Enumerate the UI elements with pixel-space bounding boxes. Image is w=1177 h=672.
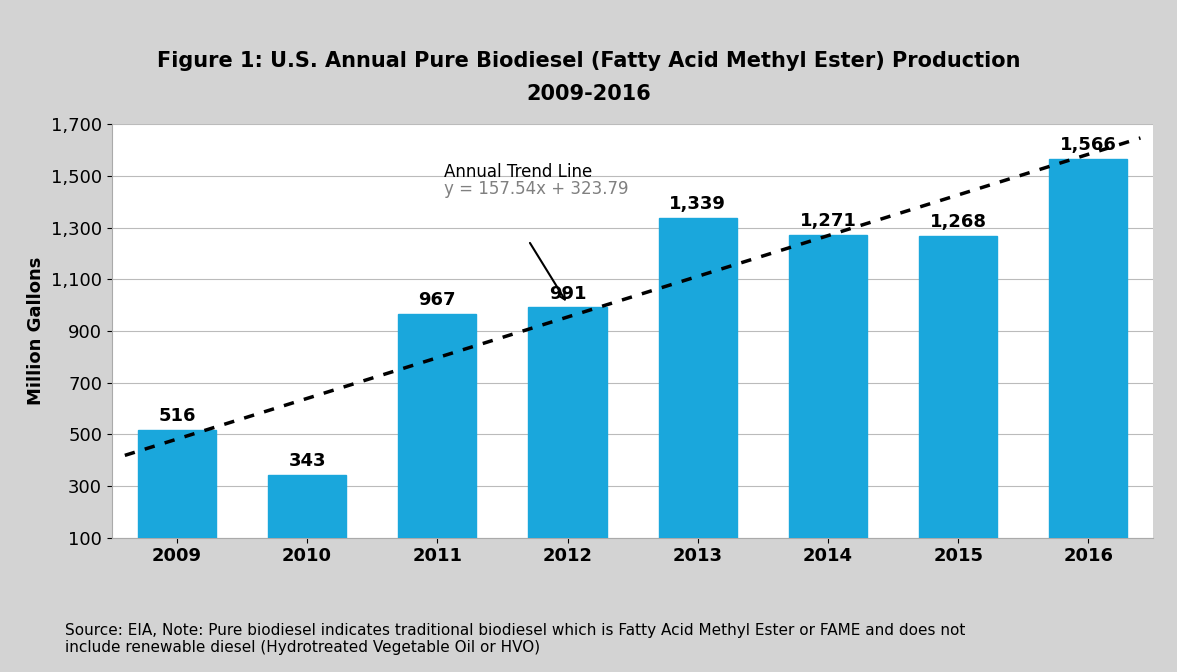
Text: Source: EIA, Note: Pure biodiesel indicates traditional biodiesel which is Fatty: Source: EIA, Note: Pure biodiesel indica… <box>65 623 965 655</box>
Bar <box>138 430 215 563</box>
Y-axis label: Million Gallons: Million Gallons <box>27 257 46 405</box>
Text: 991: 991 <box>548 285 586 303</box>
Text: 516: 516 <box>158 407 195 425</box>
Bar <box>268 475 346 563</box>
Text: 1,268: 1,268 <box>930 213 986 231</box>
Text: y = 157.54x + 323.79: y = 157.54x + 323.79 <box>444 180 629 198</box>
Bar <box>1050 159 1128 563</box>
Text: 967: 967 <box>419 291 455 309</box>
Text: 1,339: 1,339 <box>670 195 726 213</box>
Bar <box>659 218 737 563</box>
Bar <box>528 308 606 563</box>
Text: 2009-2016: 2009-2016 <box>526 84 651 104</box>
Bar <box>919 236 997 563</box>
Text: 1,566: 1,566 <box>1060 136 1117 155</box>
Bar <box>398 314 477 563</box>
Text: Annual Trend Line: Annual Trend Line <box>444 163 592 181</box>
Text: 1,271: 1,271 <box>799 212 857 230</box>
Text: 343: 343 <box>288 452 326 470</box>
Bar <box>789 235 867 563</box>
Text: Figure 1: U.S. Annual Pure Biodiesel (Fatty Acid Methyl Ester) Production: Figure 1: U.S. Annual Pure Biodiesel (Fa… <box>157 50 1020 71</box>
